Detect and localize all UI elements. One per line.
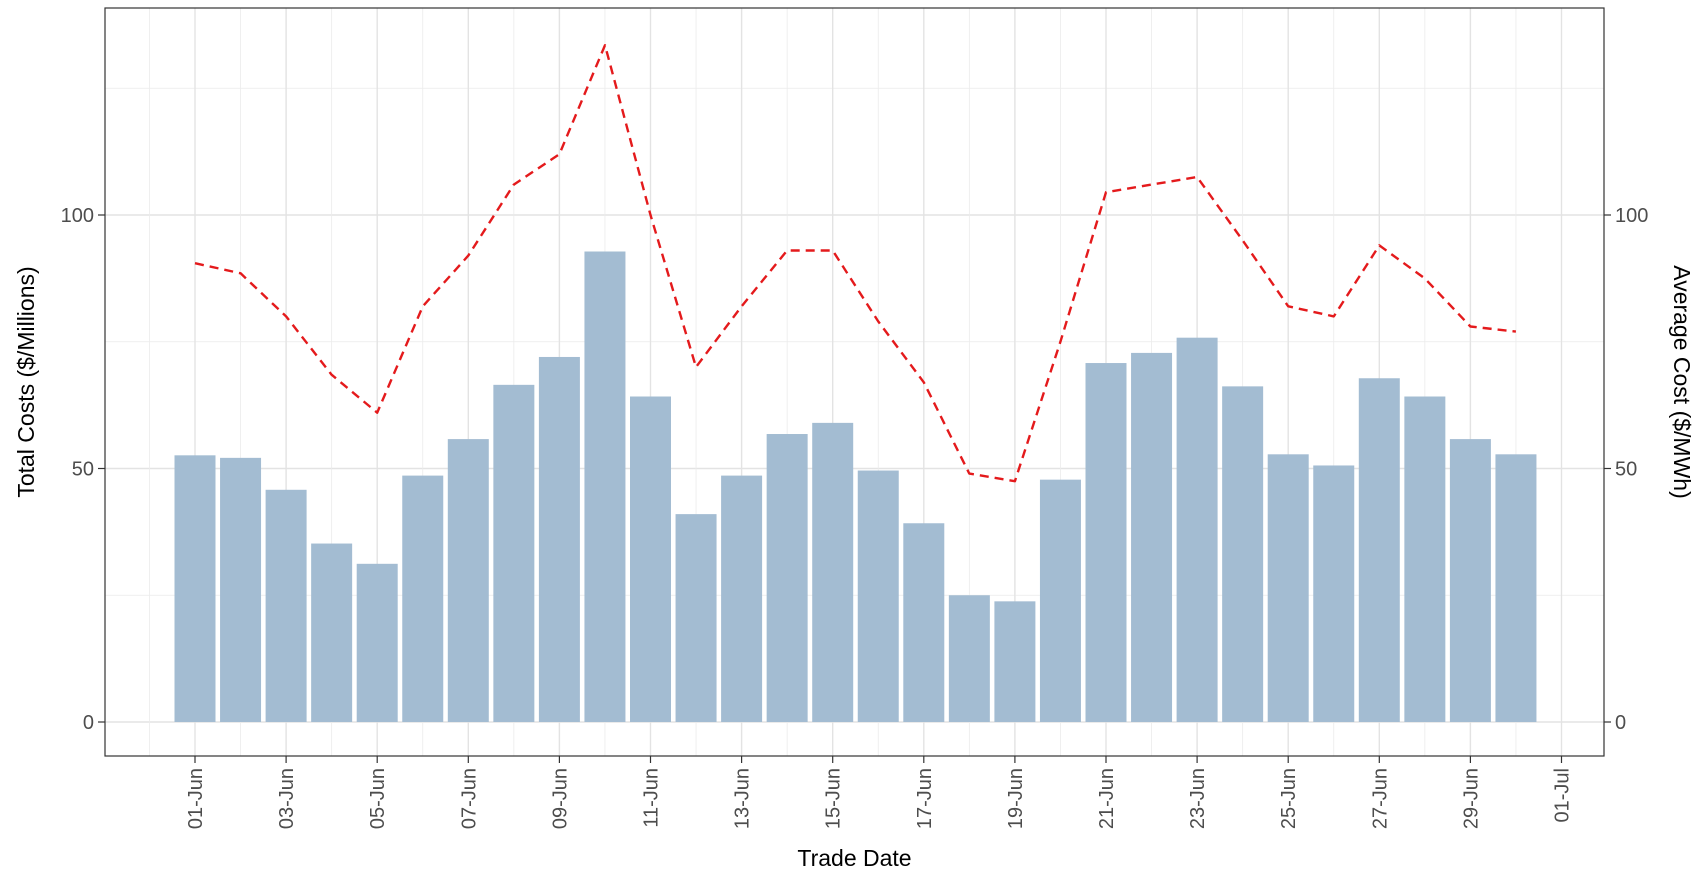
x-tick-label: 15-Jun <box>823 768 845 829</box>
bar <box>356 563 398 722</box>
bar <box>1131 352 1173 722</box>
bar <box>1085 363 1127 722</box>
x-axis-title: Trade Date <box>797 845 911 871</box>
bar <box>311 543 353 722</box>
bar <box>174 455 216 722</box>
x-tick-label: 05-Jun <box>367 768 389 829</box>
x-tick-label: 11-Jun <box>641 768 663 828</box>
x-tick-label: 21-Jun <box>1096 768 1118 829</box>
bar <box>1358 378 1400 722</box>
y2-tick-label: 100 <box>1615 205 1648 227</box>
bar <box>538 356 580 722</box>
bar <box>1495 454 1537 722</box>
x-tick-label: 29-Jun <box>1460 768 1482 829</box>
x-tick-label: 17-Jun <box>914 768 936 829</box>
y2-axis-title: Average Cost ($/MWh) <box>1669 265 1695 498</box>
x-tick-label: 13-Jun <box>732 768 754 829</box>
bar <box>1039 479 1081 722</box>
x-tick-label: 23-Jun <box>1187 768 1209 829</box>
x-tick-label: 27-Jun <box>1369 768 1391 829</box>
bar <box>584 251 626 722</box>
bar <box>1449 439 1491 722</box>
x-tick-label: 03-Jun <box>276 768 298 829</box>
bar <box>721 475 763 722</box>
y-tick-label: 50 <box>72 459 94 481</box>
y2-tick-label: 50 <box>1615 459 1637 481</box>
bar <box>1404 396 1446 722</box>
x-tick-label: 25-Jun <box>1278 768 1300 829</box>
bar <box>447 439 489 722</box>
y2-tick-label: 0 <box>1615 712 1626 734</box>
x-tick-label: 01-Jul <box>1552 768 1574 822</box>
x-tick-label: 07-Jun <box>458 768 480 829</box>
bar <box>402 475 444 722</box>
plot-border <box>104 7 1605 757</box>
x-tick-label: 09-Jun <box>549 768 571 829</box>
bar <box>766 434 808 722</box>
x-tick-label: 01-Jun <box>185 768 207 829</box>
bar <box>1313 465 1355 722</box>
x-tick-label: 19-Jun <box>1005 768 1027 829</box>
bar <box>493 384 535 722</box>
y-tick-label: 0 <box>83 712 94 734</box>
y-tick-label: 100 <box>61 205 94 227</box>
bar <box>994 601 1036 722</box>
bar <box>1267 454 1309 722</box>
bar <box>948 595 990 722</box>
y-axis-title: Total Costs ($/Millions) <box>13 266 39 497</box>
bar <box>1222 386 1264 722</box>
bar <box>903 523 945 722</box>
bar <box>675 514 717 722</box>
bar <box>812 422 854 722</box>
bar-series <box>174 251 1537 722</box>
bar <box>630 396 671 722</box>
axes: 0 50 100 0 50 100 01-Jun 03-Jun 05-Jun 07-Jun 09-J… <box>61 205 1649 829</box>
bar <box>857 470 899 722</box>
bar <box>265 489 307 722</box>
bar <box>1176 337 1218 722</box>
bar <box>220 457 262 722</box>
